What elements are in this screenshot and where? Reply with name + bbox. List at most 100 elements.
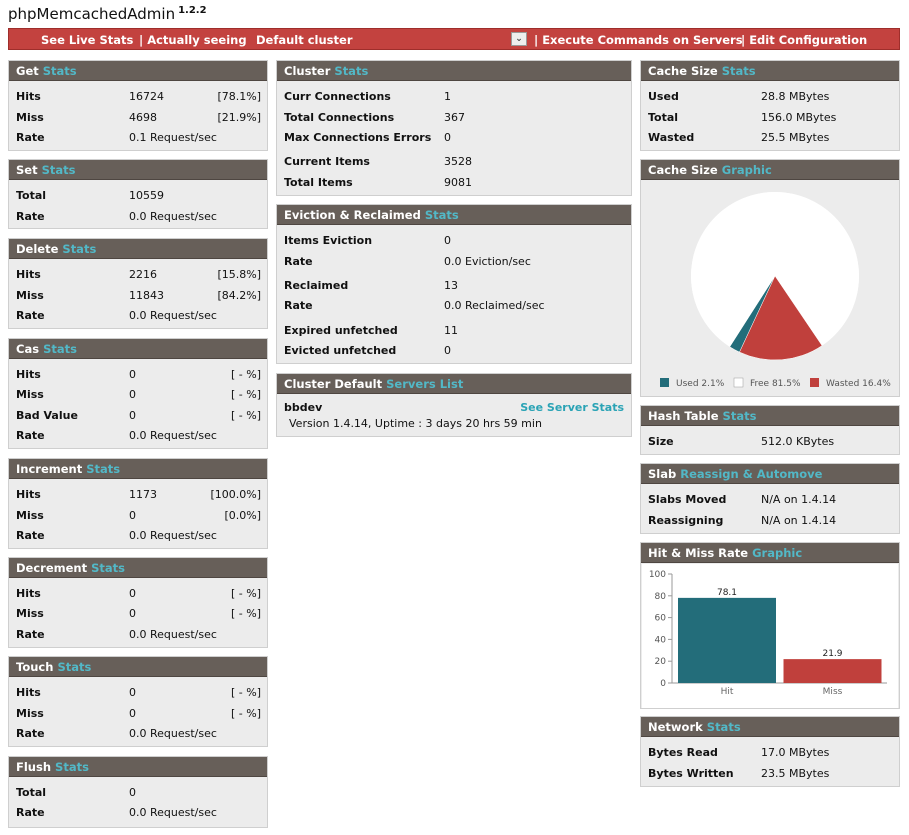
box-title: Cluster Default: [284, 377, 383, 391]
cluster-dropdown-icon[interactable]: ⌄: [511, 32, 527, 46]
hash-table-stats-box: Hash Table Stats Size 512.0 KBytes: [640, 405, 900, 455]
box-title-accent: Stats: [706, 720, 741, 734]
box-title: Network: [648, 720, 703, 734]
stat-row: Expired unfetched 11: [277, 323, 631, 339]
cluster-header: Cluster Stats: [277, 61, 631, 81]
stat-percent: [84.2%]: [217, 289, 261, 302]
stat-row: Curr Connections 1: [277, 89, 631, 105]
stat-value: 3528: [444, 155, 472, 168]
stat-label: Hits: [16, 268, 41, 281]
stat-label: Rate: [16, 806, 45, 819]
stat-value: 0.0 Reclaimed/sec: [444, 299, 545, 312]
stat-percent: [ - %]: [231, 368, 261, 381]
hit-miss-bar-chart: 0 20 40 60 80 100 78.1 Hit 21.9 Miss: [649, 570, 887, 697]
stat-row: Miss 0 [ - %]: [9, 387, 267, 403]
box-title-accent: Reassign & Automove: [680, 467, 823, 481]
stat-row: Reassigning N/A on 1.4.14: [641, 513, 899, 529]
box-title: Touch: [16, 660, 54, 674]
execute-commands-link[interactable]: | Execute Commands on Servers: [534, 33, 743, 47]
stat-value: 0.1 Request/sec: [129, 131, 217, 144]
stat-value: 0: [444, 234, 451, 247]
hash-table-header: Hash Table Stats: [641, 406, 899, 426]
app-version: 1.2.2: [178, 5, 207, 16]
flush-stats-box: Flush Stats Total 0 Rate 0.0 Request/sec: [8, 756, 268, 828]
edit-configuration-link[interactable]: | Edit Configuration: [741, 33, 868, 47]
stat-value: 0: [129, 587, 136, 600]
stat-value: 17.0 MBytes: [761, 746, 830, 759]
legend-swatch-2: [810, 378, 819, 387]
x-tick-label: Hit: [721, 687, 734, 697]
touch-header: Touch Stats: [9, 657, 267, 677]
set-header: Set Stats: [9, 160, 267, 180]
box-title-accent: Stats: [424, 208, 459, 222]
stat-label: Rate: [16, 309, 45, 322]
box-title: Cache Size: [648, 64, 718, 78]
cluster-stats-box: Cluster Stats Curr Connections 1 Total Conn…: [276, 60, 632, 196]
stat-value: 0.0 Request/sec: [129, 309, 217, 322]
legend-label-2: Wasted 16.4%: [826, 379, 891, 389]
network-header: Network Stats: [641, 717, 899, 737]
stat-value: 23.5 MBytes: [761, 767, 830, 780]
live-stats-link[interactable]: See Live Stats: [41, 33, 134, 47]
stat-row: Bytes Read 17.0 MBytes: [641, 745, 899, 761]
y-tick-label: 0: [660, 679, 666, 689]
stat-percent: [21.9%]: [217, 111, 261, 124]
bar-hit: [678, 597, 776, 683]
legend-label-1: Free 81.5%: [750, 379, 801, 389]
touch-stats-box: Touch Stats Hits 0 [ - %] Miss 0 [ - %] Rate 0.0…: [8, 656, 268, 747]
box-title: Cas: [16, 342, 40, 356]
stat-row: Evicted unfetched 0: [277, 343, 631, 359]
stat-label: Total: [16, 786, 47, 799]
servers-list-header: Cluster Default Servers List: [277, 374, 631, 394]
stat-row: Miss 4698 [21.9%]: [9, 110, 267, 126]
box-title: Cache Size: [648, 163, 718, 177]
stat-value: 512.0 KBytes: [761, 435, 835, 448]
box-title-accent: Stats: [334, 64, 369, 78]
stat-value: 10559: [129, 189, 164, 202]
top-menu-bar: See Live Stats | Actually seeing Default…: [8, 28, 900, 50]
stat-row: Total 0: [9, 785, 267, 801]
stat-label: Miss: [16, 111, 44, 124]
stat-value: N/A on 1.4.14: [761, 493, 837, 506]
stat-row: Hits 1173 [100.0%]: [9, 487, 267, 503]
y-tick-label: 40: [655, 635, 667, 645]
stat-value: 16724: [129, 90, 164, 103]
stat-row: Current Items 3528: [277, 154, 631, 170]
see-server-stats-link[interactable]: See Server Stats: [520, 401, 624, 414]
cache-size-graphic-box: Cache Size Graphic Used 2.1% Free 81.5% Wa…: [640, 159, 900, 397]
cluster-select-value[interactable]: Default cluster: [256, 33, 353, 47]
stat-value: 28.8 MBytes: [761, 90, 830, 103]
box-title-accent: Stats: [86, 462, 121, 476]
stat-row: Items Eviction 0: [277, 233, 631, 249]
box-title: Get: [16, 64, 39, 78]
server-row: bbdev See Server Stats: [277, 400, 631, 416]
box-title-accent: Stats: [43, 342, 77, 356]
servers-list-link[interactable]: Servers List: [386, 377, 464, 391]
stat-label: Items Eviction: [284, 234, 373, 247]
stat-row: Rate 0.0 Eviction/sec: [277, 254, 631, 270]
stat-percent: [ - %]: [231, 409, 261, 422]
stat-row: Rate 0.0 Request/sec: [9, 726, 267, 742]
stat-value: 367: [444, 111, 465, 124]
stat-value: 11: [444, 324, 458, 337]
stat-label: Used: [648, 90, 679, 103]
get-header: Get Stats: [9, 61, 267, 81]
box-title-accent: Stats: [42, 64, 77, 78]
stat-percent: [ - %]: [231, 607, 261, 620]
stat-row: Rate 0.0 Request/sec: [9, 308, 267, 324]
stat-label: Expired unfetched: [284, 324, 398, 337]
flush-header: Flush Stats: [9, 757, 267, 777]
stat-label: Rate: [16, 210, 45, 223]
stat-row: Rate 0.0 Request/sec: [9, 428, 267, 444]
box-title-accent: Stats: [62, 242, 97, 256]
stat-percent: [ - %]: [231, 587, 261, 600]
stat-label: Miss: [16, 289, 44, 302]
stat-value: 0.0 Request/sec: [129, 628, 217, 641]
box-title: Cluster: [284, 64, 331, 78]
stat-label: Rate: [16, 529, 45, 542]
box-title-accent: Stats: [721, 64, 756, 78]
stat-percent: [ - %]: [231, 707, 261, 720]
stat-percent: [ - %]: [231, 388, 261, 401]
eviction-header: Eviction & Reclaimed Stats: [277, 205, 631, 225]
pie-slice-2: [739, 275, 823, 361]
